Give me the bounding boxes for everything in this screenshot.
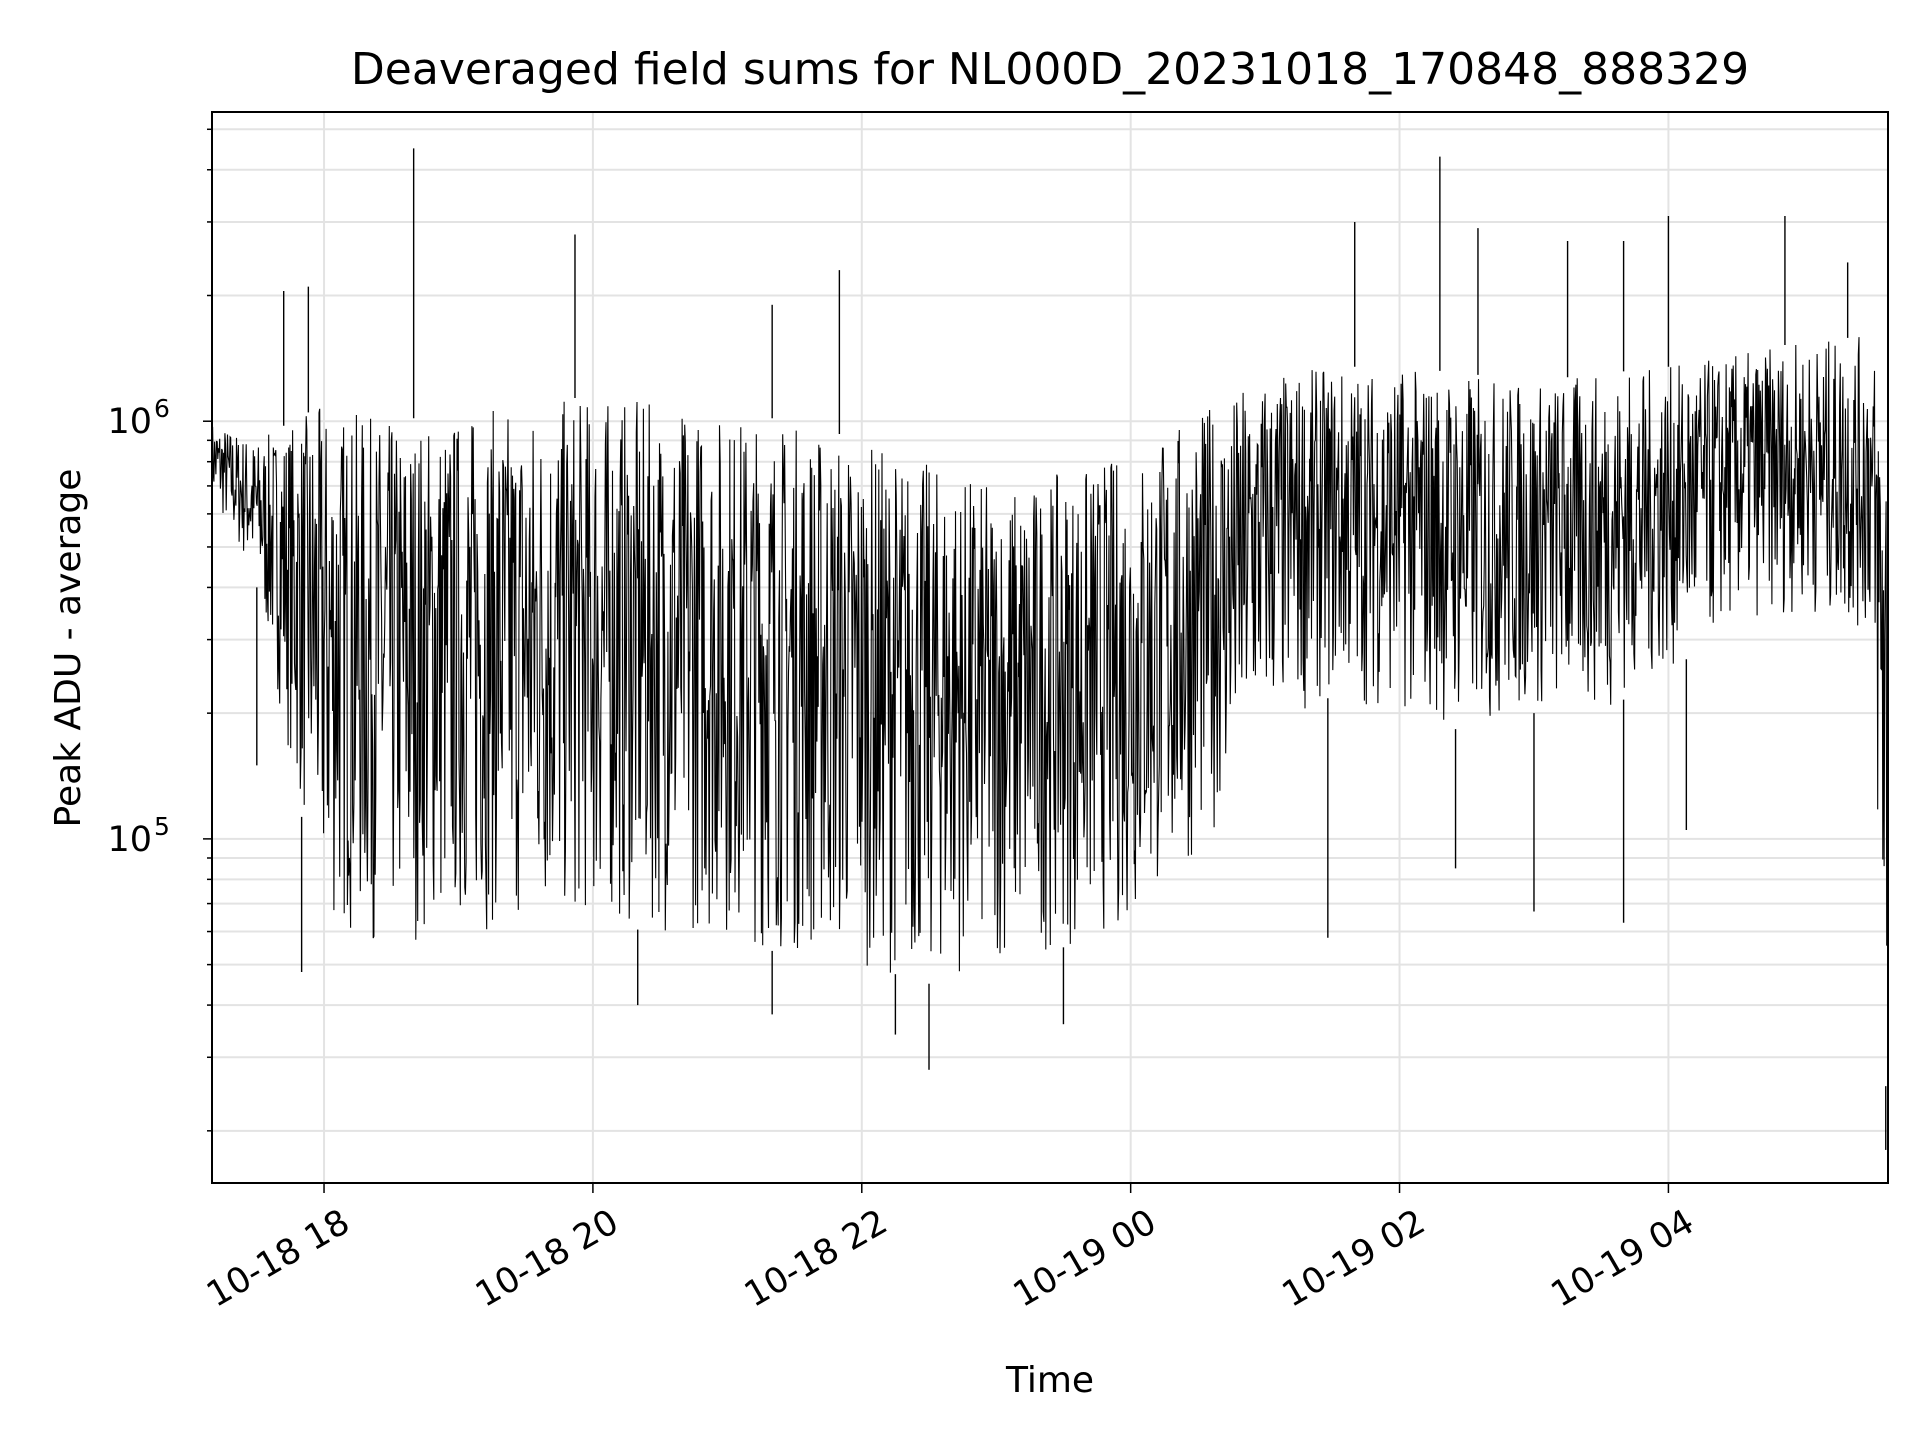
x-axis-label: Time (1005, 1360, 1094, 1401)
series-line (211, 337, 1889, 973)
plot-area (211, 148, 1889, 1150)
y-axis-label: Peak ADU - average (48, 469, 89, 828)
plot-frame (211, 111, 1889, 1184)
grid (212, 112, 1888, 1183)
y-tick-label-exponent: 6 (154, 394, 170, 423)
y-tick-label: 10 (107, 820, 152, 860)
y-tick-label: 10 (107, 402, 152, 442)
y-tick-label-exponent: 5 (154, 812, 170, 841)
chart-title: Deaveraged field sums for NL000D_2023101… (351, 44, 1749, 95)
